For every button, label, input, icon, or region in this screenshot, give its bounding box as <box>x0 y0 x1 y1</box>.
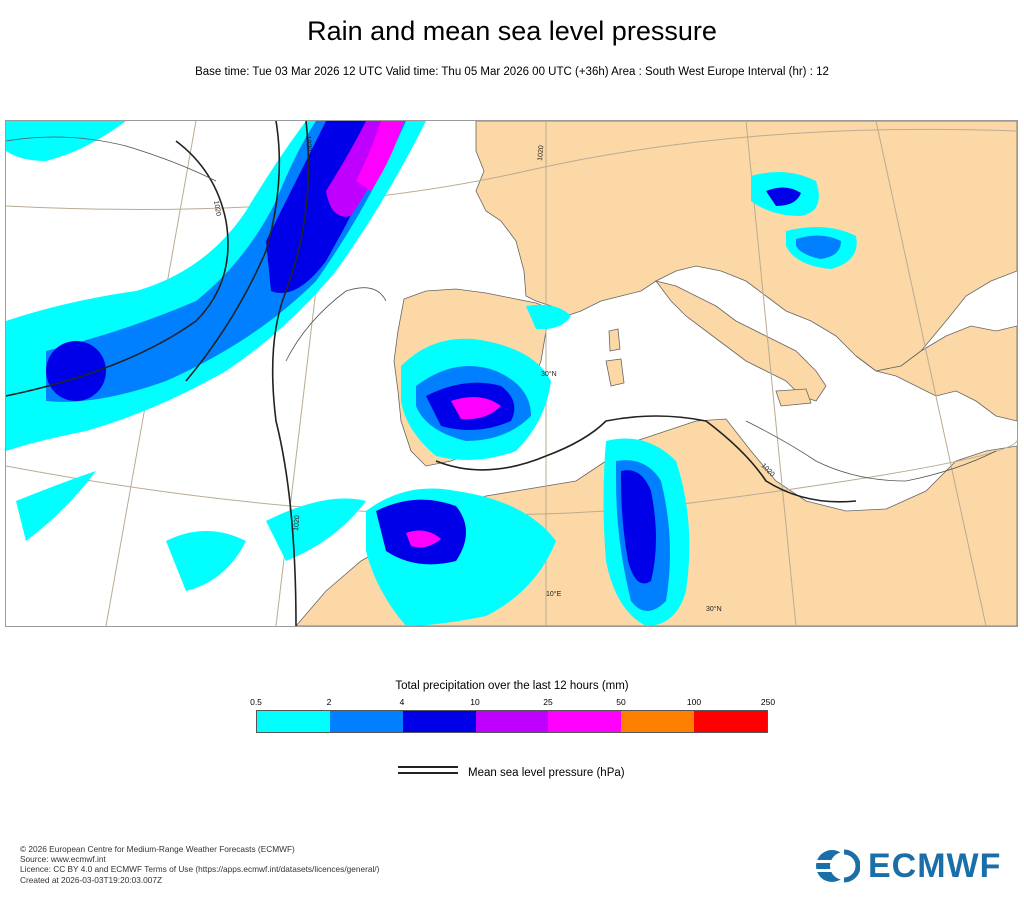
chart-title: Rain and mean sea level pressure <box>307 16 717 46</box>
isobar-label: 1020 <box>293 515 301 531</box>
colorbar-segment <box>548 711 622 732</box>
isobar-label: 1020 <box>304 136 312 152</box>
colorbar-segment <box>475 711 549 732</box>
source-line: Source: www.ecmwf.int <box>20 854 106 865</box>
land-balkans <box>855 325 1017 422</box>
legend-title: Total precipitation over the last 12 hou… <box>395 680 629 692</box>
legend-tick: 10 <box>470 697 480 707</box>
colorbar-segment <box>402 711 476 732</box>
land-italy <box>655 280 827 402</box>
land-sardinia <box>605 358 625 387</box>
land-europe <box>475 121 1017 372</box>
legend-tick: 4 <box>399 697 405 707</box>
colorbar-segment <box>257 711 330 732</box>
grid-label: 30°N <box>706 605 722 613</box>
boundaries <box>6 136 997 482</box>
copyright-line: © 2026 European Centre for Medium-Range … <box>20 844 295 854</box>
legend-tick: 50 <box>616 697 626 707</box>
chart-subtitle: Base time: Tue 03 Mar 2026 12 UTC Valid … <box>195 66 829 78</box>
legend-tick: 100 <box>686 697 702 707</box>
isobar-legend-label: Mean sea level pressure (hPa) <box>468 767 625 779</box>
legend-tick: 0.5 <box>250 697 262 707</box>
forecast-map[interactable]: 1020 1020 1020 1020 1020 30°N 10°E 30°N <box>5 120 1018 627</box>
legend-tick: 2 <box>326 697 332 707</box>
precipitation-colorbar <box>256 710 768 733</box>
isobar-legend-line <box>398 766 458 774</box>
grid-label: 30°N <box>541 370 557 378</box>
isobar-label: 1020 <box>537 145 545 161</box>
grid-label: 10°E <box>546 590 562 598</box>
precipitation <box>6 121 857 626</box>
ecmwf-logo[interactable]: ECMWF <box>814 846 1001 886</box>
legend-tick: 25 <box>543 697 553 707</box>
ecmwf-logo-icon <box>814 849 860 883</box>
isobars <box>6 121 857 626</box>
land-corsica <box>608 328 621 352</box>
licence-line: Licence: CC BY 4.0 and ECMWF Terms of Us… <box>20 864 380 875</box>
footer: © 2026 European Centre for Medium-Range … <box>20 844 379 885</box>
isobar-label: 1020 <box>212 200 222 217</box>
legend-tick: 250 <box>760 697 776 707</box>
created-line: Created at 2026-03-03T19:20:03.007Z <box>20 874 163 885</box>
land-sicily <box>775 388 812 407</box>
colorbar-segment <box>621 711 695 732</box>
colorbar-segment <box>694 711 768 732</box>
logo-text: ECMWF <box>868 846 1002 885</box>
colorbar-segment <box>329 711 403 732</box>
